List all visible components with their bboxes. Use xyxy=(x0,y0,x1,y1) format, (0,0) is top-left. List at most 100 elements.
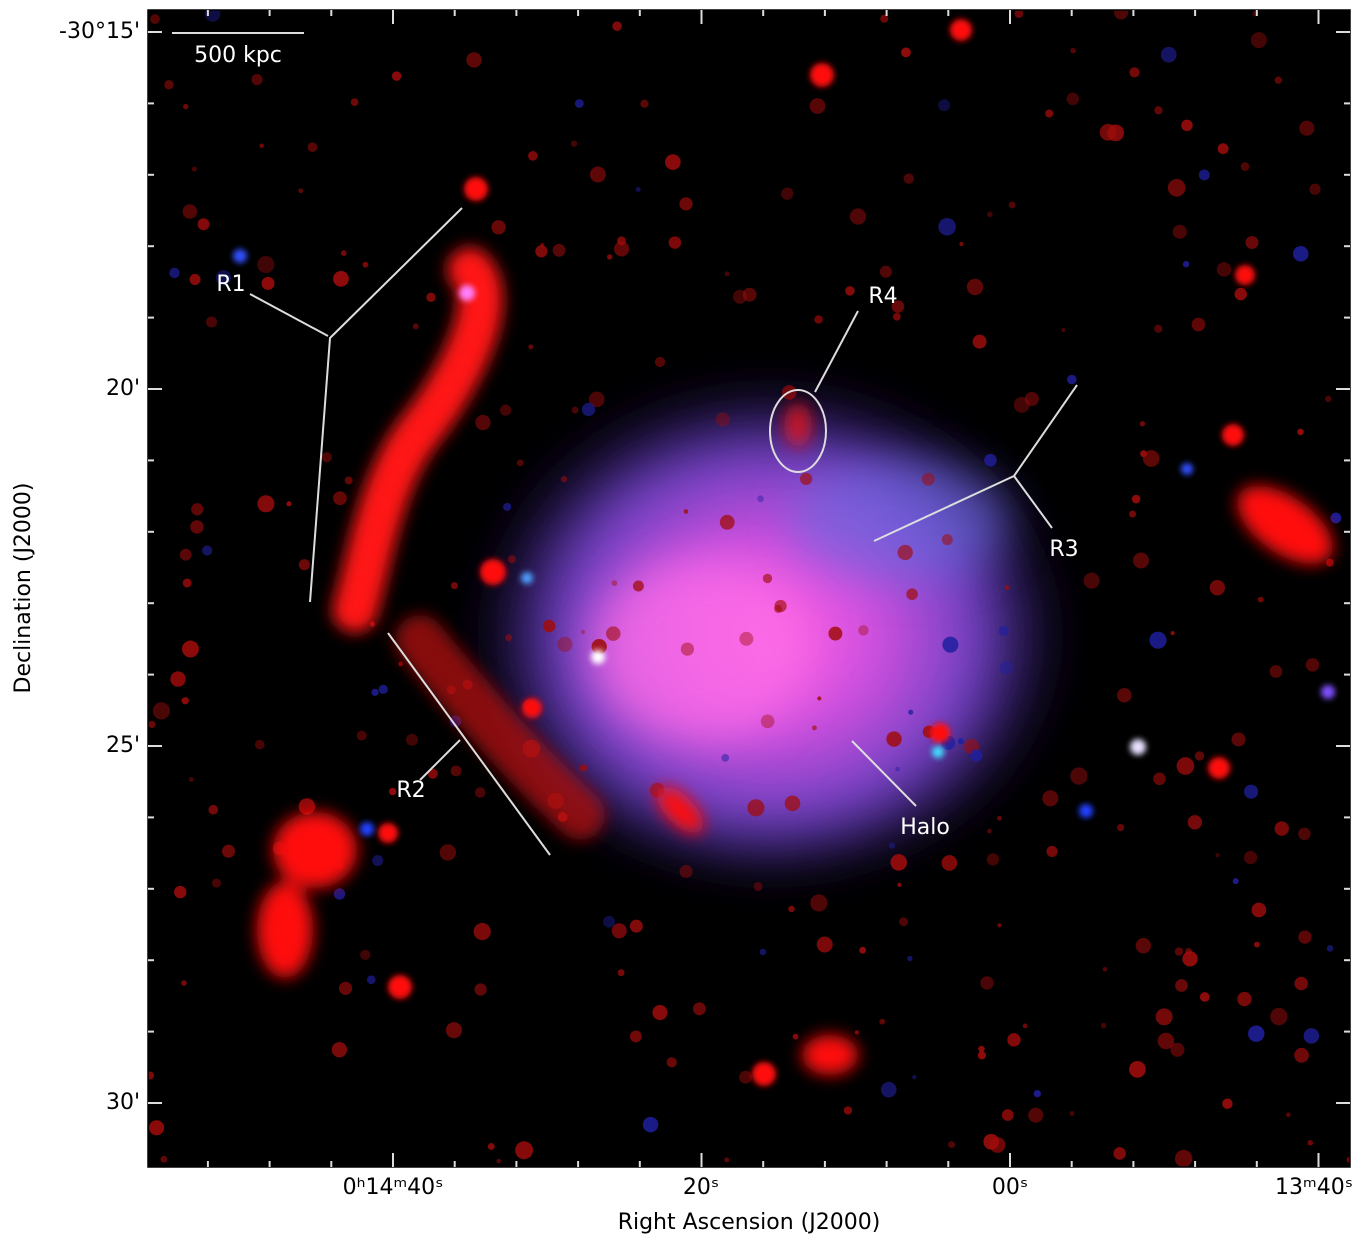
noise-dot xyxy=(983,1133,1000,1150)
noise-dot xyxy=(179,548,192,561)
noise-dot xyxy=(350,98,359,107)
noise-dot xyxy=(181,980,187,986)
noise-dot xyxy=(516,459,524,467)
noise-dot xyxy=(809,98,826,114)
noise-dot xyxy=(859,946,867,954)
scale-bar-label: 500 kpc xyxy=(194,43,282,68)
noise-dot xyxy=(938,217,956,236)
noise-dot xyxy=(1070,767,1088,785)
noise-dot xyxy=(1325,558,1334,567)
noise-dot xyxy=(739,1070,753,1084)
noise-dot xyxy=(474,983,487,996)
noise-dot xyxy=(742,287,757,302)
noise-dot xyxy=(680,642,695,656)
noise-dot xyxy=(542,619,556,633)
noise-dot xyxy=(1155,1008,1173,1026)
noise-dot xyxy=(1013,396,1030,413)
x-tick-label: 0ʰ14ᵐ40ˢ xyxy=(343,1175,444,1200)
noise-dot xyxy=(654,356,666,368)
noise-dot xyxy=(1113,10,1129,20)
noise-dot xyxy=(849,208,867,225)
noise-dot xyxy=(1117,823,1125,832)
noise-dot xyxy=(515,1141,534,1160)
noise-dot xyxy=(784,795,801,812)
noise-dot xyxy=(333,888,346,900)
noise-dot xyxy=(1033,1090,1041,1098)
noise-dot xyxy=(652,1005,668,1021)
noise-dot xyxy=(570,140,578,147)
noise-dot xyxy=(160,1155,168,1163)
noise-dot xyxy=(182,204,198,219)
noise-dot xyxy=(679,197,693,211)
noise-dot xyxy=(1083,572,1100,589)
noise-dot xyxy=(450,582,458,590)
noise-dot xyxy=(629,1030,642,1043)
noise-dot xyxy=(474,787,486,798)
noise-dot xyxy=(1133,552,1149,569)
noise-dot xyxy=(378,684,388,694)
noise-dot xyxy=(614,241,630,257)
noise-dot xyxy=(331,1041,348,1058)
noise-dot xyxy=(169,267,180,279)
noise-dot xyxy=(816,936,833,953)
noise-dot xyxy=(811,725,817,731)
noise-dot xyxy=(903,173,915,184)
noise-dot xyxy=(1232,878,1239,885)
noise-dot xyxy=(642,1116,659,1133)
noise-dot xyxy=(1175,979,1188,992)
noise-dot xyxy=(721,753,730,762)
noise-dot xyxy=(692,1002,706,1016)
noise-dot xyxy=(977,1051,987,1060)
noise-dot xyxy=(571,406,579,414)
noise-dot xyxy=(1107,124,1125,142)
noise-dot xyxy=(491,220,506,235)
noise-dot xyxy=(611,923,627,939)
noise-dot xyxy=(148,1071,155,1080)
noise-dot xyxy=(1007,1033,1021,1047)
noise-dot xyxy=(747,799,765,817)
noise-dot xyxy=(1191,317,1206,332)
noise-dot xyxy=(149,1120,165,1136)
noise-dot xyxy=(580,629,586,635)
noise-dot xyxy=(753,881,763,892)
y-tick-label: -30°15' xyxy=(59,19,140,44)
noise-dot xyxy=(1042,790,1059,807)
noise-dot xyxy=(581,402,596,417)
x-tick-label: 00ˢ xyxy=(992,1175,1028,1200)
noise-dot xyxy=(1014,10,1024,18)
noise-dot xyxy=(612,21,622,31)
noise-dot xyxy=(333,491,347,506)
noise-dot xyxy=(978,1045,985,1053)
noise-dot xyxy=(1303,1028,1320,1044)
noise-dot xyxy=(603,915,616,928)
noise-dot xyxy=(1199,992,1210,1002)
noise-dot xyxy=(635,186,641,192)
noise-dot xyxy=(1245,235,1259,249)
noise-dot xyxy=(906,588,918,600)
noise-dot xyxy=(897,882,902,887)
noise-dot xyxy=(174,885,187,899)
noise-dot xyxy=(640,99,649,108)
noise-dot xyxy=(1140,450,1147,458)
noise-dot xyxy=(959,242,964,247)
noise-dot xyxy=(858,625,869,636)
noise-dot xyxy=(879,265,892,278)
noise-dot xyxy=(588,391,605,408)
noise-dot xyxy=(1250,32,1267,49)
noise-dot xyxy=(854,1030,860,1035)
noise-dot xyxy=(338,981,353,995)
noise-dot xyxy=(907,955,913,962)
noise-dot xyxy=(589,166,606,183)
noise-dot xyxy=(1274,821,1289,836)
noise-dot xyxy=(1066,374,1077,385)
noise-dot xyxy=(366,975,376,985)
noise-dot xyxy=(938,99,951,112)
noise-dot xyxy=(665,154,681,170)
noise-dot xyxy=(891,300,905,313)
noise-dot xyxy=(574,99,584,108)
noise-dot xyxy=(1142,450,1160,467)
noise-dot xyxy=(257,255,275,274)
noise-dot xyxy=(1309,183,1321,195)
noise-dot xyxy=(1217,143,1229,155)
x-tick-label: 13ᵐ40ˢ xyxy=(1275,1175,1353,1200)
